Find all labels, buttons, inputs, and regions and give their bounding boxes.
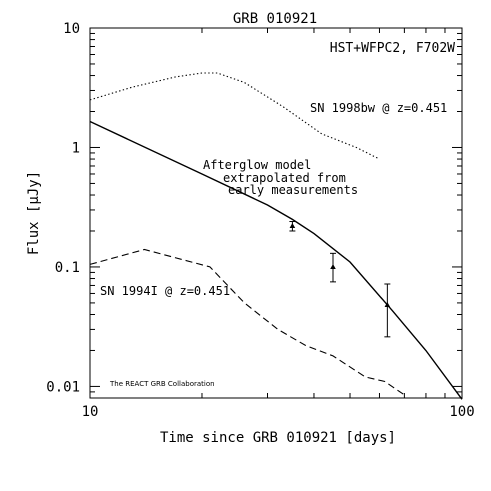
- series-line-solid: [89, 120, 463, 400]
- credit-label: The REACT GRB Collaboration: [109, 380, 215, 388]
- sn1994i-label: SN 1994I @ z=0.451: [100, 284, 230, 298]
- measurement-group: [289, 221, 391, 338]
- y-tick-label: 0.01: [46, 379, 80, 395]
- afterglow-label-1: Afterglow model: [203, 158, 311, 172]
- measurement-point: [384, 302, 391, 308]
- y-axis-title: Flux [μJy]: [26, 171, 42, 255]
- x-tick-label: 100: [449, 404, 474, 420]
- measurement-point: [330, 263, 336, 269]
- x-tick-label: 10: [82, 404, 99, 420]
- sn1998bw-label: SN 1998bw @ z=0.451: [310, 101, 447, 115]
- series-line-dashed: [89, 248, 405, 396]
- y-tick-label: 0.1: [55, 260, 80, 276]
- x-axis-title: Time since GRB 010921 [days]: [160, 430, 396, 446]
- instrument-label: HST+WFPC2, F702W: [330, 41, 455, 56]
- series-line-dotted: [89, 72, 380, 160]
- plot-frame: [89, 27, 463, 399]
- y-tick-label: 1: [72, 140, 80, 156]
- afterglow-label-3: early measurements: [228, 183, 358, 197]
- measurement-point: [289, 223, 296, 229]
- afterglow-label-2: extrapolated from: [223, 171, 346, 185]
- series-group: [89, 72, 463, 400]
- axis-ticks: 10 100 0.01 0.1 1 10: [46, 21, 474, 420]
- y-tick-label: 10: [63, 21, 80, 37]
- chart-title: GRB 010921: [233, 11, 317, 27]
